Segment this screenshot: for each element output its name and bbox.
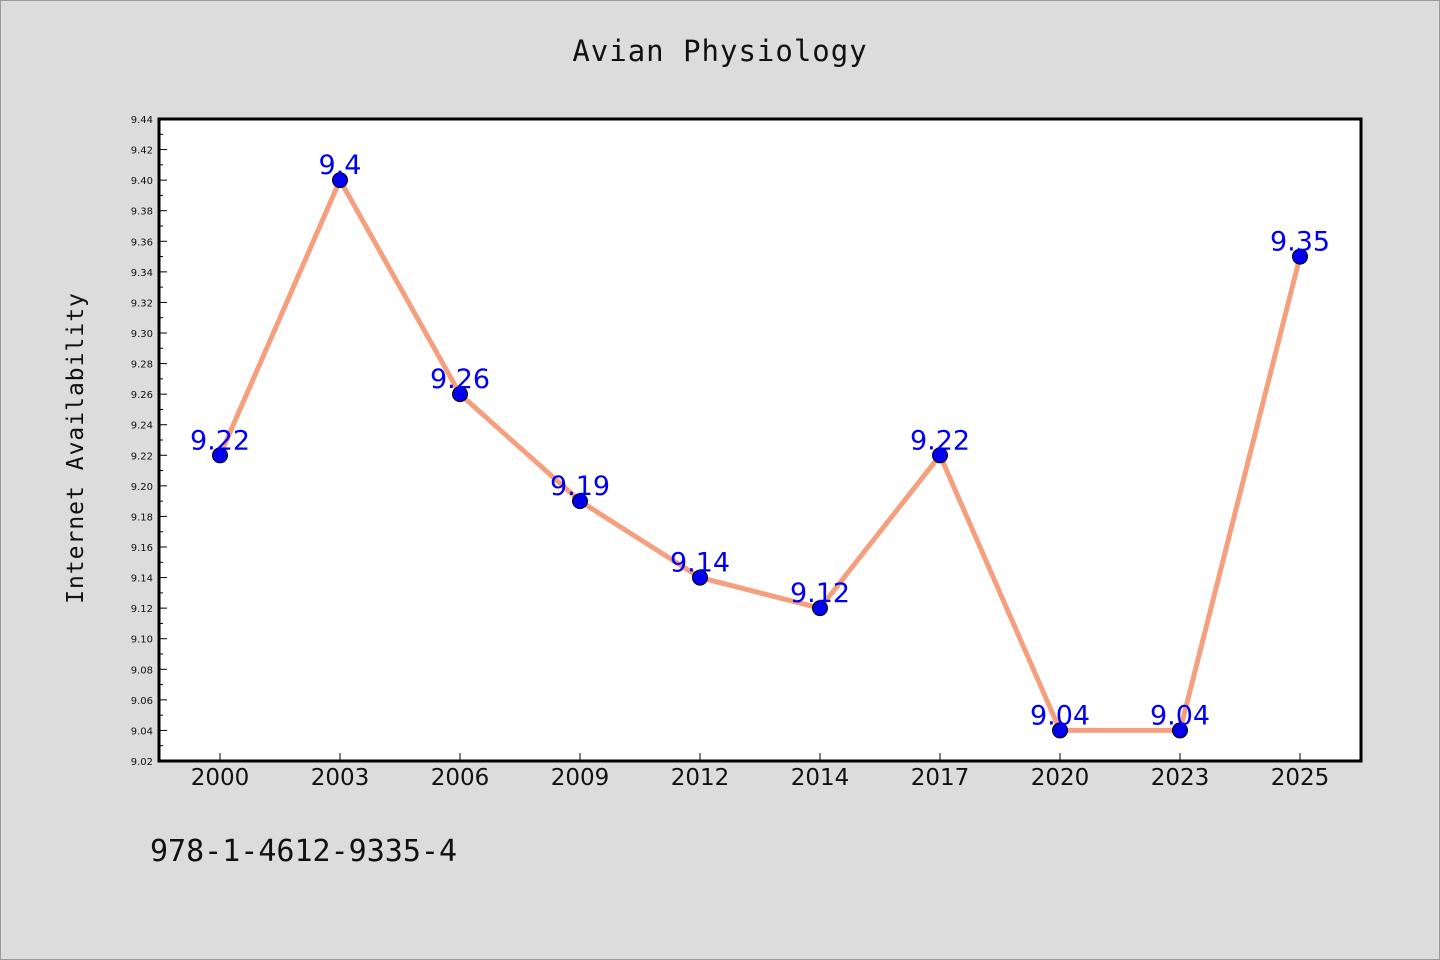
data-point [1052, 722, 1068, 739]
y-tick-label: 9.06 [131, 696, 153, 707]
y-tick-label: 9.20 [131, 482, 153, 493]
y-tick-label: 9.40 [131, 176, 153, 187]
y-tick-label: 9.14 [131, 574, 153, 585]
x-tick-label: 2020 [1031, 765, 1090, 791]
y-axis: 9.02 9.04 9.06 9.08 9.10 9.12 9.14 9.16 9.18 9.20… [131, 115, 167, 768]
series-line [217, 177, 1303, 733]
plot-area [157, 117, 1363, 763]
data-point [332, 172, 348, 189]
y-tick-label: 9.30 [131, 329, 153, 340]
y-tick-label: 9.12 [131, 604, 153, 615]
y-tick-label: 9.22 [131, 451, 153, 462]
x-tick-label: 2025 [1271, 765, 1330, 791]
y-tick-label: 9.44 [131, 115, 153, 126]
isbn-footer: 978-1-4612-9335-4 [150, 834, 458, 869]
data-point [1172, 722, 1188, 739]
x-tick-label: 2009 [551, 765, 610, 791]
data-label: 9.26 [430, 364, 490, 395]
data-point [572, 493, 588, 510]
data-label: 9.22 [190, 425, 250, 456]
x-tick-label: 2003 [311, 765, 370, 791]
data-label: 9.19 [550, 471, 610, 502]
data-point [932, 447, 948, 464]
x-axis: 2000 2003 2006 2009 2012 2014 2017 2020 2023 2025 [191, 753, 1330, 791]
data-point [692, 569, 708, 586]
y-tick-label: 9.10 [131, 635, 153, 646]
data-label: 9.22 [910, 425, 970, 456]
data-label: 9.12 [790, 578, 850, 609]
data-point [212, 447, 228, 464]
x-tick-label: 2012 [671, 765, 730, 791]
x-tick-label: 2000 [191, 765, 250, 791]
data-label: 9.35 [1270, 227, 1330, 258]
series-layer: 9.22 9.4 9.26 9.19 9.14 9.12 9.22 9.04 9.04 9.35 [190, 150, 1330, 739]
y-tick-label: 9.16 [131, 543, 153, 554]
chart-title: Avian Physiology [572, 34, 868, 68]
x-tick-label: 2006 [431, 765, 490, 791]
y-tick-label: 9.18 [131, 512, 153, 523]
data-point [1292, 248, 1308, 265]
y-tick-label: 9.04 [131, 726, 153, 737]
data-point [452, 386, 468, 403]
y-tick-label: 9.38 [131, 207, 153, 218]
y-axis-label: Internet Availability [63, 292, 89, 604]
y-tick-label: 9.24 [131, 421, 153, 432]
data-label: 9.4 [319, 150, 362, 181]
y-tick-label: 9.28 [131, 360, 153, 371]
x-tick-label: 2014 [791, 765, 850, 791]
y-tick-label: 9.02 [131, 757, 153, 768]
x-tick-label: 2023 [1151, 765, 1210, 791]
data-label: 9.14 [670, 548, 730, 579]
data-point [812, 600, 828, 617]
data-label: 9.04 [1150, 700, 1210, 731]
y-tick-label: 9.42 [131, 146, 153, 157]
data-label: 9.04 [1030, 700, 1090, 731]
y-tick-label: 9.36 [131, 237, 153, 248]
x-tick-label: 2017 [911, 765, 970, 791]
y-tick-label: 9.32 [131, 298, 153, 309]
y-tick-label: 9.08 [131, 665, 153, 676]
y-tick-label: 9.34 [131, 268, 153, 279]
y-tick-label: 9.26 [131, 390, 153, 401]
